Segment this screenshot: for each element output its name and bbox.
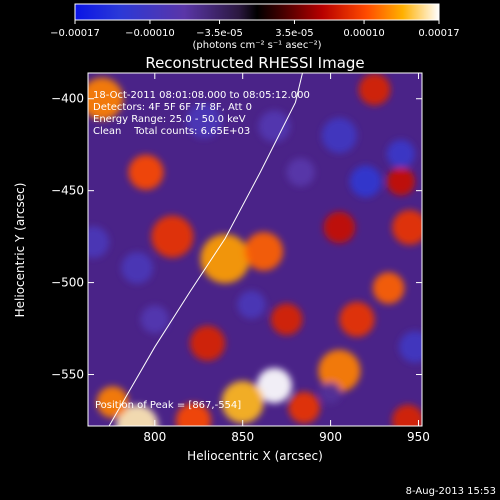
intensity-blob [349, 165, 382, 198]
intensity-blob [386, 167, 415, 196]
intensity-blob [399, 331, 422, 363]
intensity-blob [288, 391, 321, 424]
intensity-blob [321, 117, 357, 154]
info-block: 18-Oct-2011 08:01:08.000 to 08:05:12.000… [93, 90, 310, 137]
colorbar-tick-label: 0.00017 [418, 28, 459, 39]
y-tick-label: −450 [51, 184, 84, 198]
intensity-blob [140, 305, 169, 334]
intensity-blob [339, 301, 375, 337]
chart-title: Reconstructed RHESSI Image [145, 54, 364, 72]
intensity-blob [121, 252, 154, 284]
colorbar-tick-label: −0.00010 [125, 28, 175, 39]
plot-frame [87, 72, 423, 427]
info-energy-range: Energy Range: 25.0 - 50.0 keV [93, 114, 246, 125]
axis-ticks: 800 850 900 950 −400 −450 −500 −550 [51, 73, 430, 444]
intensity-blob [256, 367, 292, 404]
plot-area: 800 850 900 950 −400 −450 −500 −550 18-Oct-2011… [51, 72, 430, 444]
intensity-blob [320, 382, 342, 404]
intensity-blob [244, 232, 284, 271]
y-axis-label: Heliocentric Y (arcsec) [13, 183, 27, 318]
info-clean-counts: Clean Total counts: 6.65E+03 [93, 126, 250, 137]
intensity-blob [200, 234, 250, 284]
intensity-blob [88, 226, 110, 258]
colorbar-label: (photons cm⁻² s⁻¹ asec⁻²) [192, 40, 321, 51]
colorbar-tick-label: 3.5e-05 [275, 28, 313, 39]
intensity-blob [318, 349, 361, 392]
colorbar-tick-label: 0.00010 [343, 28, 384, 39]
intensity-blob [372, 272, 405, 304]
intensity-blob [270, 303, 303, 336]
y-tick-label: −550 [51, 368, 84, 382]
solar-limb-curve [108, 73, 303, 426]
y-tick-label: −500 [51, 276, 84, 290]
x-axis-label: Heliocentric X (arcsec) [187, 449, 323, 463]
intensity-blob [189, 325, 226, 361]
intensity-blob [386, 139, 415, 168]
intensity-blob [88, 77, 124, 120]
colorbar-tick-label: −3.5e-05 [196, 28, 243, 39]
intensity-blob [392, 209, 422, 246]
intensity-blob [175, 402, 212, 426]
info-time-range: 18-Oct-2011 08:01:08.000 to 08:05:12.000 [93, 90, 310, 101]
intensity-blob [151, 215, 194, 258]
x-tick-label: 950 [407, 430, 430, 444]
colorbar: −0.00017 −0.00010 −3.5e-05 3.5e-05 0.00010 0.… [50, 3, 460, 51]
intensity-blob [186, 103, 222, 139]
x-tick-label: 800 [143, 430, 166, 444]
x-tick-label: 900 [319, 430, 342, 444]
intensity-blob [128, 154, 164, 190]
colorbar-tick-label: −0.00017 [50, 28, 100, 39]
intensity-blob [221, 381, 264, 424]
intensity-map [88, 73, 422, 426]
footer-date: 8-Aug-2013 15:53 [406, 486, 496, 497]
colorbar-gradient [74, 3, 440, 21]
colorbar-ticks: −0.00017 −0.00010 −3.5e-05 3.5e-05 0.00010 0.… [50, 20, 460, 39]
intensity-blob [286, 158, 315, 187]
intensity-blob [116, 404, 159, 426]
intensity-blob [323, 211, 356, 244]
y-tick-label: −400 [51, 92, 84, 106]
intensity-blob [96, 386, 129, 418]
intensity-blob [258, 110, 291, 143]
intensity-blob [237, 290, 266, 319]
intensity-blob [358, 73, 391, 106]
intensity-blob [392, 404, 422, 426]
info-detectors: Detectors: 4F 5F 6F 7F 8F, Att 0 [93, 102, 252, 113]
peak-position-label: Position of Peak = [867,-554] [95, 400, 241, 411]
x-tick-label: 850 [231, 430, 254, 444]
